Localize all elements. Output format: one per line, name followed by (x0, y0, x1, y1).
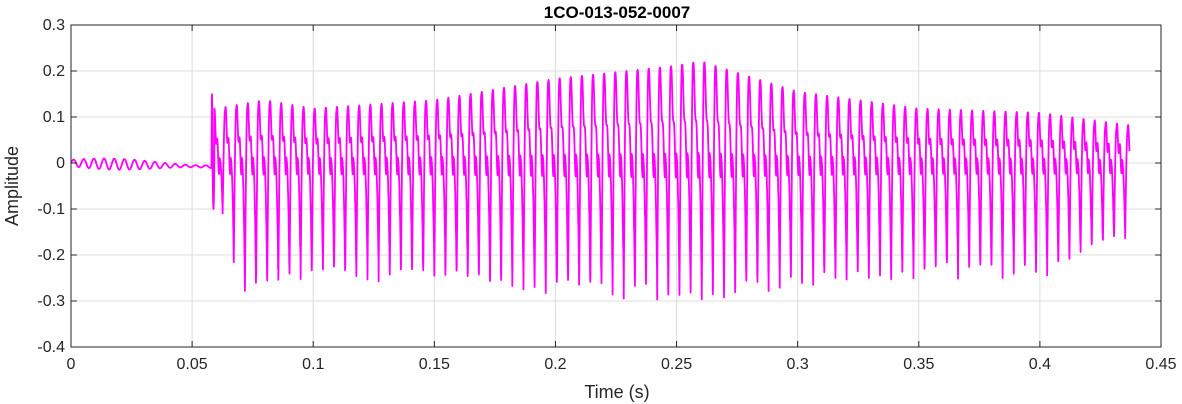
y-axis-label: Amplitude (2, 146, 22, 226)
y-tick-label: 0.2 (43, 63, 65, 80)
x-tick-label: 0.3 (787, 356, 809, 373)
y-tick-label: -0.2 (37, 247, 65, 264)
x-tick-label: 0.1 (302, 356, 324, 373)
y-tick-label: 0.3 (43, 17, 65, 34)
y-tick-label: 0 (56, 155, 65, 172)
chart-title: 1CO-013-052-0007 (544, 3, 690, 22)
x-tick-label: 0.25 (661, 356, 692, 373)
waveform-line (70, 61, 1131, 301)
x-tick-label: 0.45 (1145, 356, 1176, 373)
x-tick-label: 0.15 (419, 356, 450, 373)
y-tick-label: -0.3 (37, 293, 65, 310)
ticks: 0 0.05 0.1 0.15 0.2 0.25 0.3 0.35 0.4 0.45 -0.4 -0.… (37, 17, 1176, 373)
x-tick-label: 0.2 (544, 356, 566, 373)
x-axis-label: Time (s) (584, 382, 649, 402)
x-tick-label: 0.35 (903, 356, 934, 373)
x-tick-label: 0.05 (177, 356, 208, 373)
y-tick-label: -0.4 (37, 339, 65, 356)
axes-box (70, 24, 1162, 348)
plot-area (70, 61, 1131, 301)
x-tick-label: 0.4 (1029, 356, 1051, 373)
x-tick-label: 0 (67, 356, 76, 373)
y-tick-label: 0.1 (43, 109, 65, 126)
y-tick-label: -0.1 (37, 201, 65, 218)
